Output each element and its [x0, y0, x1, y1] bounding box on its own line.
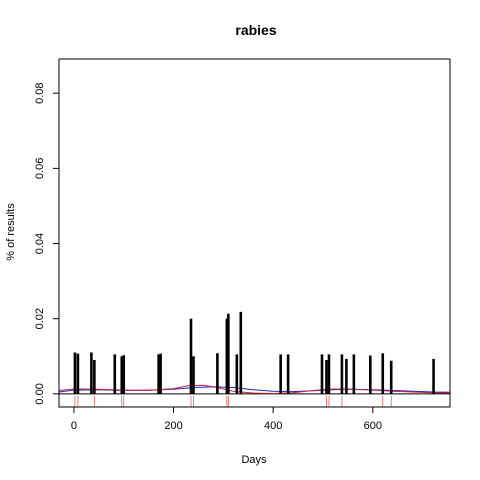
x-tick-label-2: 200 [164, 420, 182, 432]
plot-area [58, 311, 451, 407]
y-tick-label-5: 0.08 [34, 82, 46, 103]
y-axis-label: % of results [5, 203, 17, 261]
y-tick-label-4: 0.06 [34, 158, 46, 179]
plot-frame [58, 58, 451, 408]
y-tick-label-3: 0.04 [34, 233, 46, 254]
x-tick-label-3: 400 [264, 420, 282, 432]
chart-title: rabies [235, 22, 276, 38]
x-axis-label: Days [241, 454, 267, 466]
x-tick-label-1: 0 [71, 420, 77, 432]
series-line-2 [58, 384, 451, 395]
x-tick-label-4: 600 [364, 420, 382, 432]
axes: 0 200 400 600 0.00 0.02 0.04 0.06 0.08 [34, 58, 451, 432]
y-tick-label-1: 0.00 [34, 383, 46, 404]
y-tick-label-2: 0.02 [34, 308, 46, 329]
